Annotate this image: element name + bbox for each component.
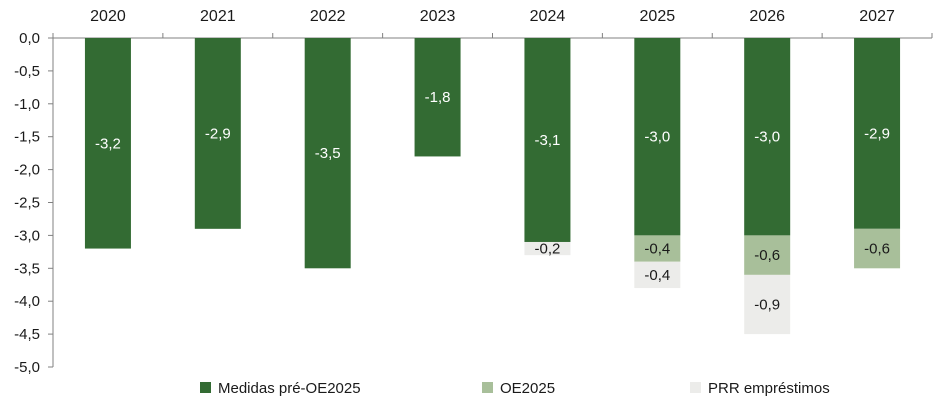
bar-segment bbox=[634, 38, 681, 236]
legend-swatch bbox=[200, 382, 211, 393]
x-tick-label: 2024 bbox=[530, 8, 566, 25]
y-tick-label: -1,5 bbox=[14, 129, 40, 146]
y-tick-label: -4,5 bbox=[14, 326, 40, 343]
data-label: -3,2 bbox=[95, 135, 121, 152]
bar-segment bbox=[634, 235, 681, 262]
x-tick-label: 2025 bbox=[640, 8, 676, 25]
y-tick-label: -2,0 bbox=[14, 162, 40, 179]
legend: Medidas pré-OE2025 OE2025 PRR empréstimos bbox=[200, 380, 830, 397]
y-tick-label: -4,0 bbox=[14, 293, 40, 310]
x-tick-label: 2021 bbox=[200, 8, 236, 25]
bar-segment bbox=[524, 38, 571, 242]
bar-segment bbox=[744, 38, 791, 236]
y-tick-label: -2,5 bbox=[14, 195, 40, 212]
data-label: -2,9 bbox=[205, 125, 231, 142]
y-axis: 0,0 -0,5 -1,0 -1,5 -2,0 -2,5 -3,0 -3,5 -4,0 -4,5 -… bbox=[14, 30, 54, 376]
x-axis: 2020 2021 2022 2023 2024 2025 2026 2027 bbox=[52, 8, 933, 39]
data-label: -0,9 bbox=[754, 296, 780, 313]
data-label: -0,4 bbox=[644, 241, 670, 258]
bar-segment bbox=[194, 38, 241, 229]
y-tick-label: -3,0 bbox=[14, 227, 40, 244]
data-label: -3,5 bbox=[315, 145, 341, 162]
data-label: -1,8 bbox=[425, 89, 451, 106]
x-tick-label: 2023 bbox=[420, 8, 456, 25]
y-tick-label: -3,5 bbox=[14, 260, 40, 277]
data-label: -3,0 bbox=[644, 129, 670, 146]
data-label: -0,6 bbox=[864, 241, 890, 258]
data-label: -0,6 bbox=[754, 247, 780, 264]
y-tick-label: -1,0 bbox=[14, 96, 40, 113]
data-label: -0,2 bbox=[535, 241, 561, 258]
y-tick-label: -0,5 bbox=[14, 63, 40, 80]
legend-label: PRR empréstimos bbox=[708, 380, 830, 397]
legend-swatch bbox=[690, 382, 701, 393]
x-tick-label: 2026 bbox=[749, 8, 785, 25]
bar-segment bbox=[84, 38, 131, 249]
bar-segment bbox=[854, 38, 901, 229]
bars: -3,2 -2,9 -3,5 -1,8 -3,1 -0,2 -3,0 -0,4 -0,4 -3,0… bbox=[84, 38, 901, 335]
bar-segment bbox=[744, 274, 791, 335]
bar-segment bbox=[634, 261, 681, 289]
bar-segment bbox=[414, 38, 461, 157]
x-tick-label: 2022 bbox=[310, 8, 346, 25]
data-label: -3,0 bbox=[754, 129, 780, 146]
x-tick-label: 2020 bbox=[90, 8, 126, 25]
legend-label: Medidas pré-OE2025 bbox=[218, 380, 361, 397]
y-tick-label: -5,0 bbox=[14, 359, 40, 376]
data-label: -2,9 bbox=[864, 125, 890, 142]
y-tick-label: 0,0 bbox=[19, 30, 40, 47]
bar-segment bbox=[744, 235, 791, 275]
bar-segment bbox=[524, 241, 571, 256]
data-label: -0,4 bbox=[644, 267, 670, 284]
x-tick-label: 2027 bbox=[859, 8, 895, 25]
legend-swatch bbox=[482, 382, 493, 393]
bar-segment bbox=[304, 38, 351, 269]
bar-segment bbox=[854, 228, 901, 269]
legend-label: OE2025 bbox=[500, 380, 555, 397]
data-label: -3,1 bbox=[535, 132, 561, 149]
